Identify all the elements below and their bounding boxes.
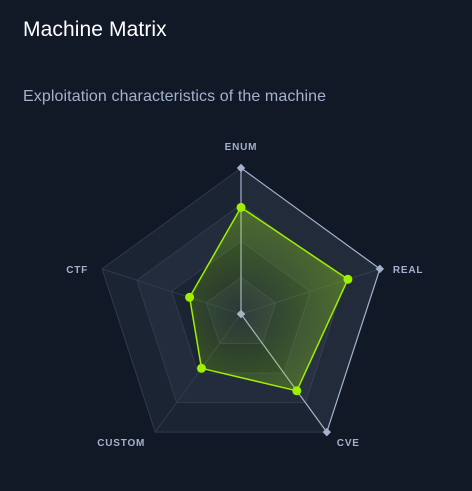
axis-label-custom: CUSTOM	[97, 438, 145, 449]
axis-label-ctf: CTF	[66, 265, 88, 276]
machine-point	[292, 386, 301, 395]
machine-point	[185, 293, 194, 302]
machine-point	[197, 364, 206, 373]
machine-point	[343, 275, 352, 284]
axis-label-cve: CVE	[337, 438, 360, 449]
machine-point	[237, 203, 246, 212]
axis-label-enum: ENUM	[225, 142, 258, 153]
axis-label-real: REAL	[393, 265, 423, 276]
